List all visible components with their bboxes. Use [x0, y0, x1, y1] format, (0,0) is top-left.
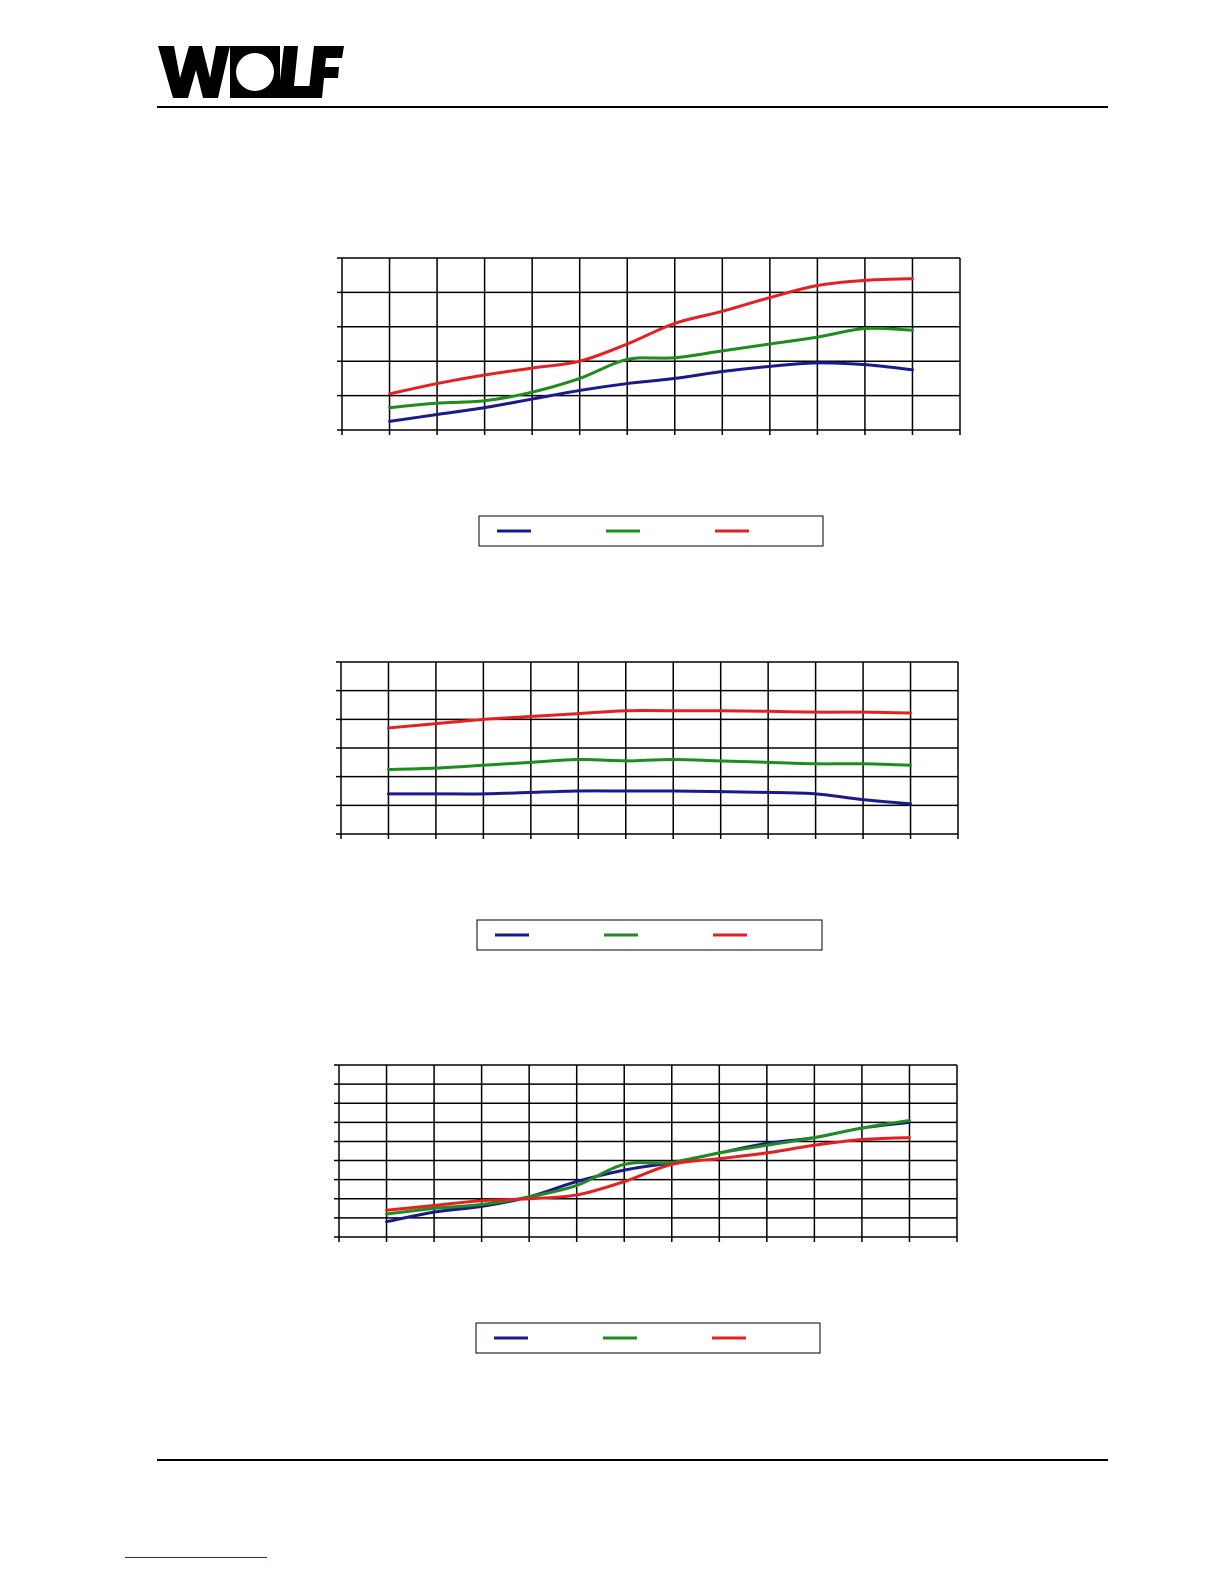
legend [475, 1322, 821, 1354]
series-line-3 [388, 277, 914, 396]
series-line-1 [386, 789, 913, 806]
series-line-3 [386, 709, 913, 730]
series-line-3 [385, 1136, 911, 1212]
chart-3 [334, 1064, 958, 1354]
legend-box [475, 1322, 821, 1354]
footer-rule [157, 1459, 1108, 1461]
chart-1 [337, 257, 961, 547]
plot-area [337, 257, 961, 435]
legend-box [478, 515, 824, 547]
series-line-2 [385, 1118, 911, 1216]
wolf-logo [158, 46, 344, 98]
plot-area [336, 661, 959, 839]
series-line-2 [388, 326, 914, 410]
legend-box [476, 919, 823, 951]
series-line-1 [388, 361, 914, 423]
wolf-logo-mark [158, 46, 344, 98]
series-line-2 [386, 757, 913, 771]
legend [476, 919, 823, 951]
footer-link-underline [125, 1557, 267, 1558]
legend [478, 515, 824, 547]
header-rule [157, 106, 1108, 108]
plot-area [334, 1064, 958, 1242]
chart-2 [336, 661, 959, 951]
